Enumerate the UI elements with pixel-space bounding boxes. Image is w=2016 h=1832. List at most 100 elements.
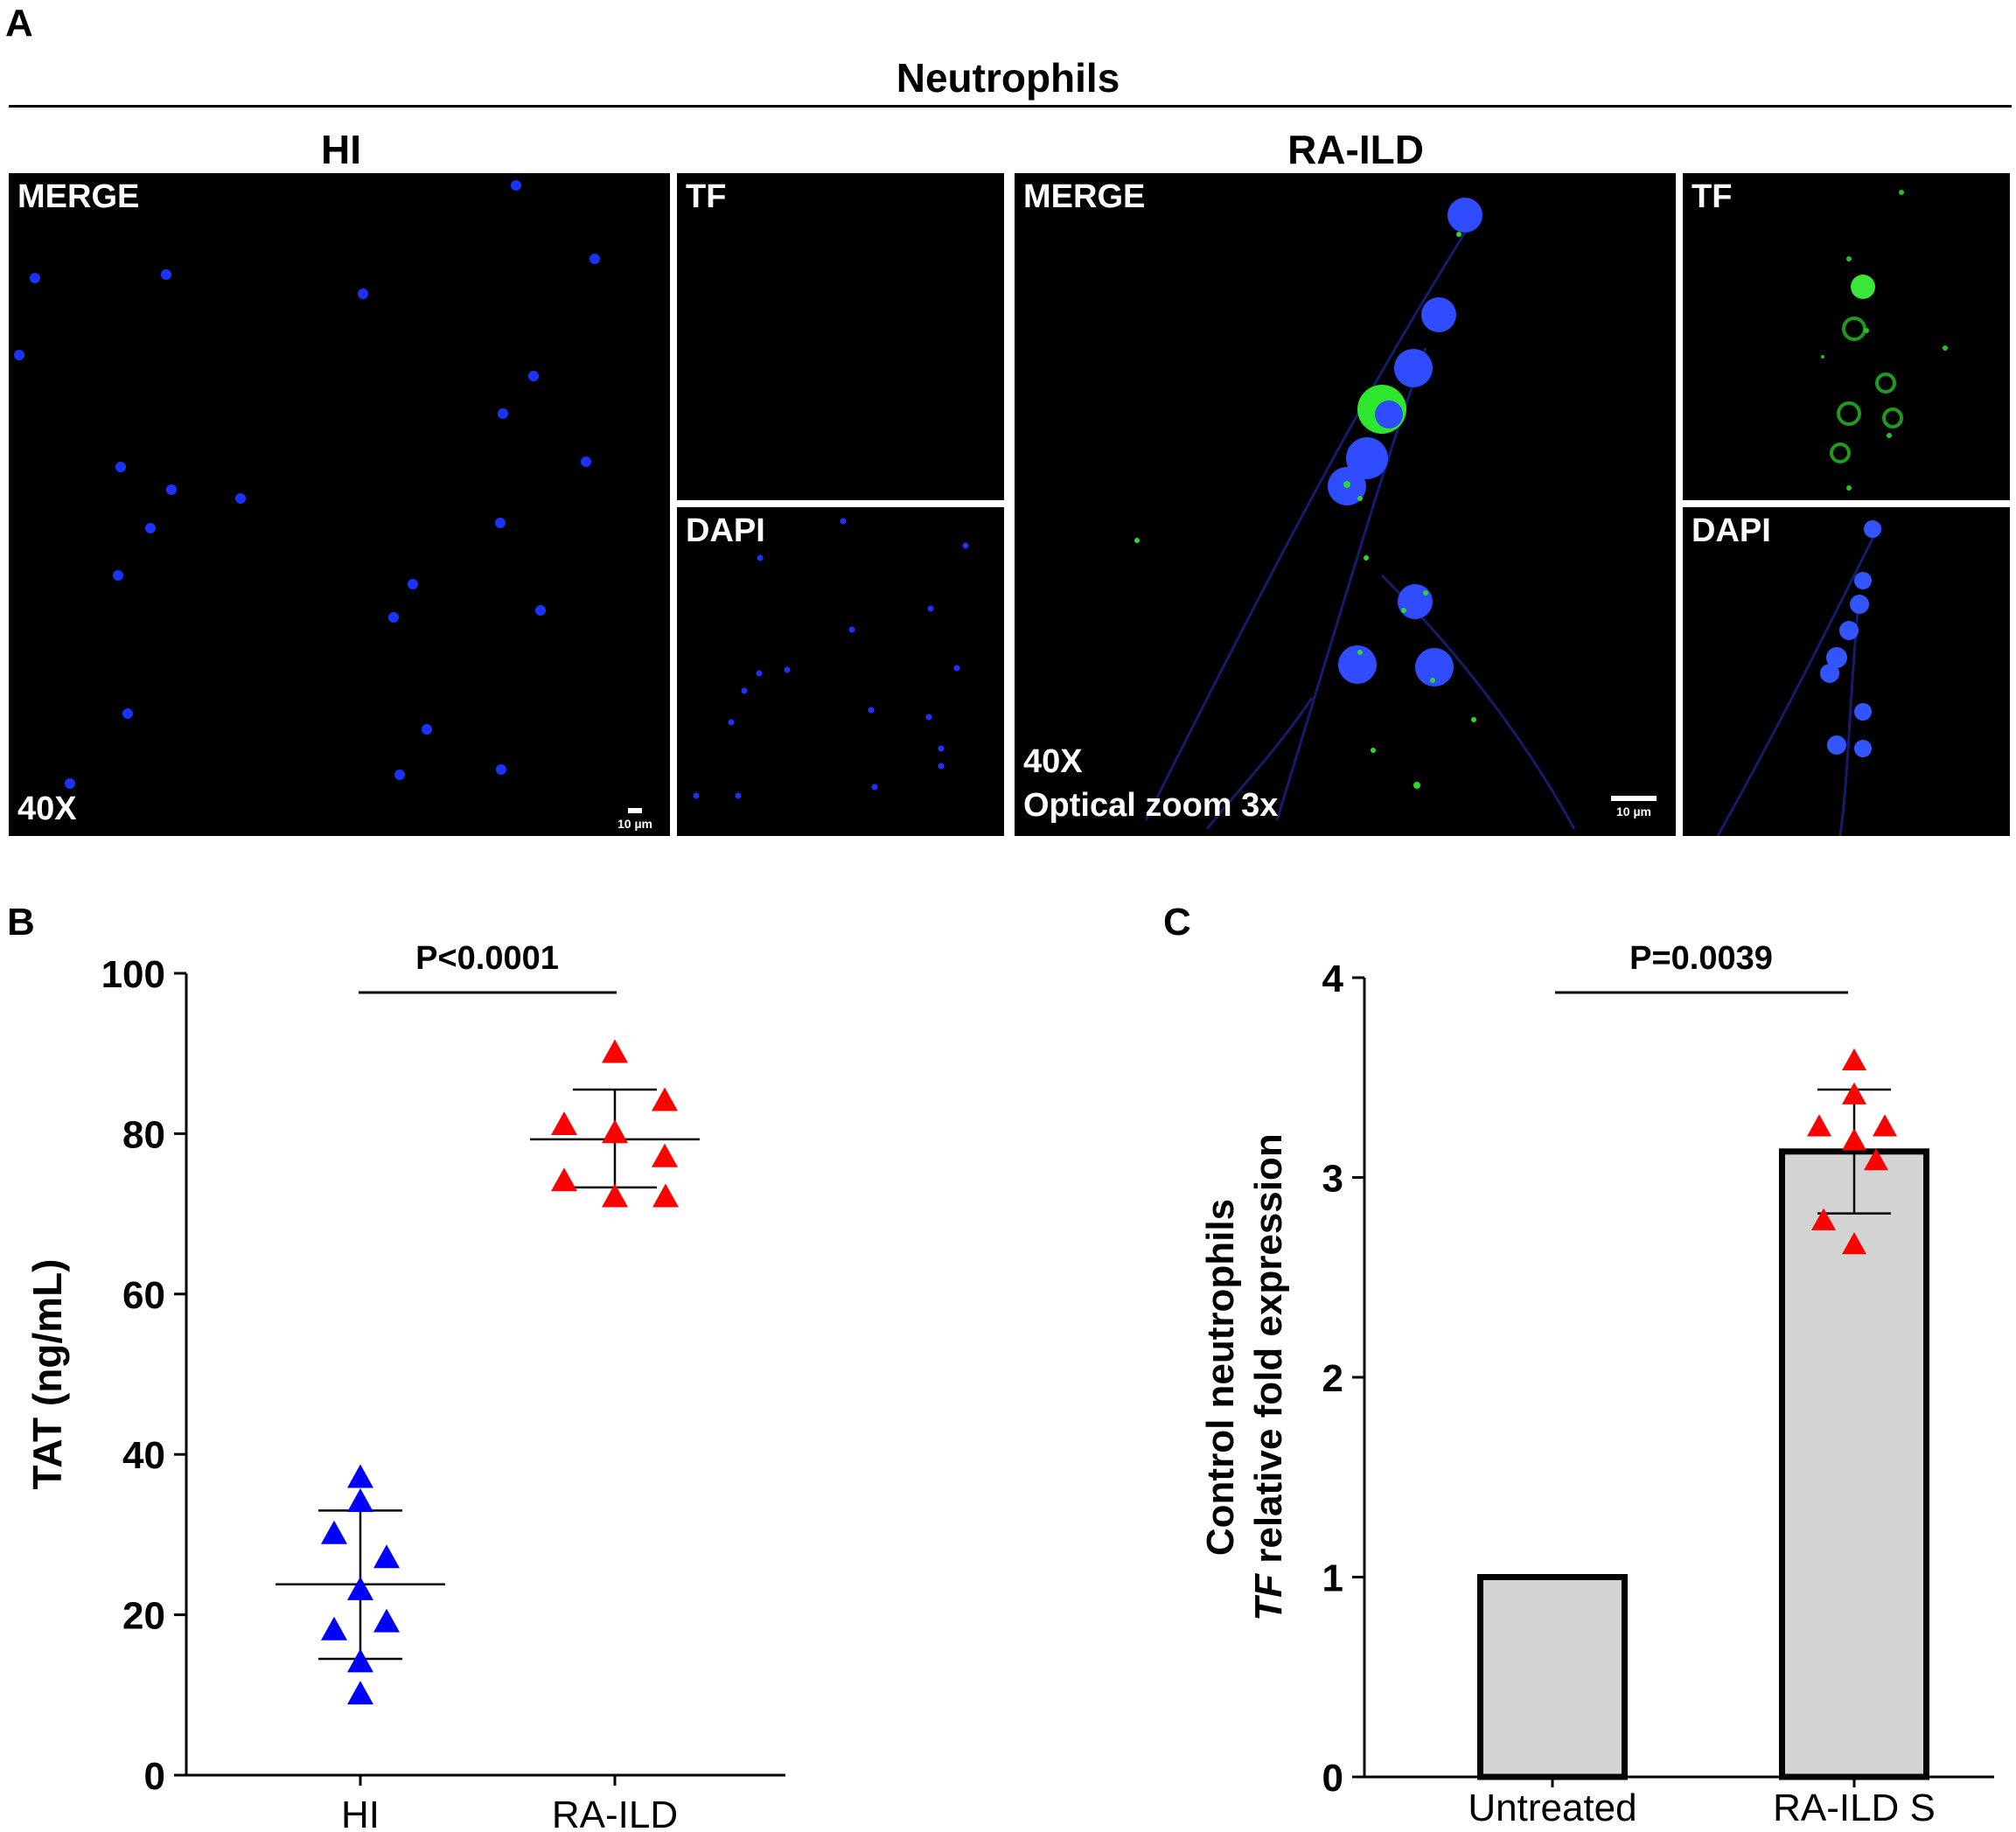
panel-c-letter: C — [1163, 901, 1191, 944]
chart-b: 0 20 40 60 80 100 HI RA-ILD TAT (ng/mL) P<0.0001 — [24, 940, 785, 1832]
nucleus — [422, 724, 432, 735]
data-point — [602, 1119, 628, 1144]
chart-c: 0 1 2 3 4 Untreated RA-ILD S Control neutrophil… — [1199, 940, 1994, 1829]
y-tick-label: 1 — [1322, 1557, 1343, 1600]
y-tick-label: 60 — [122, 1274, 165, 1317]
data-point — [1864, 1148, 1888, 1171]
data-point — [347, 1488, 373, 1513]
nucleus — [868, 707, 875, 714]
scale-bar: 10 µm — [1606, 796, 1662, 818]
nucleus — [235, 493, 246, 504]
dapi-label: DAPI — [1692, 512, 1771, 549]
data-point — [321, 1616, 347, 1640]
data-point — [1842, 1082, 1866, 1104]
nucleus — [115, 462, 126, 472]
nucleus — [394, 770, 405, 780]
data-point — [1873, 1114, 1897, 1137]
nucleus — [113, 570, 123, 581]
data-point — [652, 1143, 678, 1167]
x-tick-label: RA-ILD — [552, 1794, 678, 1832]
x-tick-label: RA-ILD S — [1773, 1787, 1936, 1829]
y-axis-label-line2: TF relative fold expression — [1247, 1133, 1290, 1621]
y-tick-label: 80 — [122, 1113, 165, 1156]
nucleus — [784, 666, 791, 673]
nucleus — [953, 665, 960, 672]
group-label-ra-ild: RA-ILD — [1287, 127, 1424, 172]
nucleus — [122, 708, 133, 719]
y-axis-label-line1: Control neutrophils — [1199, 1199, 1242, 1556]
nucleus — [161, 269, 171, 280]
nucleus — [962, 542, 969, 549]
scale-bar: 10 µm — [609, 808, 661, 831]
merge-label: MERGE — [1023, 178, 1146, 215]
y-tick-label: 0 — [1322, 1757, 1343, 1800]
data-point — [652, 1087, 678, 1111]
x-tick-label: Untreated — [1468, 1787, 1636, 1829]
ra-tf-signal — [1821, 190, 1948, 491]
y-tick-label: 20 — [122, 1595, 165, 1638]
nucleus — [408, 579, 418, 589]
bar — [1477, 1574, 1628, 1780]
y-axis-label-italic: TF — [1247, 1573, 1290, 1621]
nucleus — [535, 605, 546, 616]
title-divider — [9, 105, 2012, 108]
dapi-label: DAPI — [686, 512, 765, 549]
nucleus — [757, 554, 764, 561]
data-point — [602, 1039, 628, 1063]
data-point — [373, 1544, 400, 1569]
nucleus — [840, 518, 847, 525]
nucleus — [938, 745, 945, 752]
hi-dapi-image: DAPI — [677, 507, 1004, 836]
magnification-label: 40X — [1023, 743, 1083, 780]
y-tick-label: 0 — [144, 1755, 165, 1798]
y-tick-label: 2 — [1322, 1357, 1343, 1400]
y-tick-label: 3 — [1322, 1158, 1343, 1201]
hi-dapi-cells — [693, 518, 969, 799]
nucleus — [741, 687, 748, 694]
nucleus — [358, 289, 368, 299]
nucleus — [528, 371, 539, 381]
ra-merge-image: MERGE 40X Optical zoom 3x 10 µm — [1015, 173, 1676, 836]
ra-tf-image: TF — [1683, 173, 2010, 500]
panel-b-letter: B — [7, 901, 35, 944]
x-tick-label: HI — [341, 1794, 380, 1832]
nucleus — [511, 180, 521, 191]
data-point — [551, 1111, 577, 1136]
hi-tf-image: TF — [677, 173, 1004, 500]
nucleus — [30, 273, 40, 283]
panel-a-letter: A — [5, 2, 33, 45]
data-point — [602, 1183, 628, 1208]
nucleus — [927, 605, 934, 612]
nucleus — [581, 456, 591, 467]
nucleus — [496, 764, 506, 775]
p-value-label: P<0.0001 — [415, 940, 559, 977]
hi-merge-cells — [14, 180, 600, 789]
nucleus — [871, 784, 878, 791]
y-axis-label: TAT (ng/mL) — [24, 1259, 70, 1490]
nucleus — [388, 612, 399, 623]
data-point — [321, 1520, 347, 1544]
ra-dapi-cells — [1716, 520, 1881, 836]
nucleus — [498, 408, 508, 419]
magnification-label: 40X — [17, 791, 77, 827]
tf-label: TF — [686, 178, 727, 215]
nucleus — [728, 719, 735, 726]
data-point — [347, 1648, 373, 1673]
hi-merge-image: MERGE 40X 10 µm — [9, 173, 670, 836]
optical-zoom-label: Optical zoom 3x — [1023, 787, 1279, 824]
y-tick-label: 4 — [1322, 958, 1344, 1000]
nucleus — [925, 714, 932, 721]
group-label-hi: HI — [321, 127, 361, 172]
nucleus — [848, 626, 855, 633]
data-point — [551, 1167, 577, 1192]
p-value-label: P=0.0039 — [1629, 940, 1773, 977]
nucleus — [938, 763, 945, 770]
data-point — [347, 1576, 373, 1600]
nucleus — [589, 254, 600, 264]
merge-label: MERGE — [17, 178, 140, 215]
y-tick-label: 100 — [101, 953, 165, 996]
data-point — [652, 1183, 679, 1208]
nucleus — [756, 670, 763, 677]
nucleus — [693, 792, 700, 799]
data-point — [1842, 1048, 1866, 1071]
